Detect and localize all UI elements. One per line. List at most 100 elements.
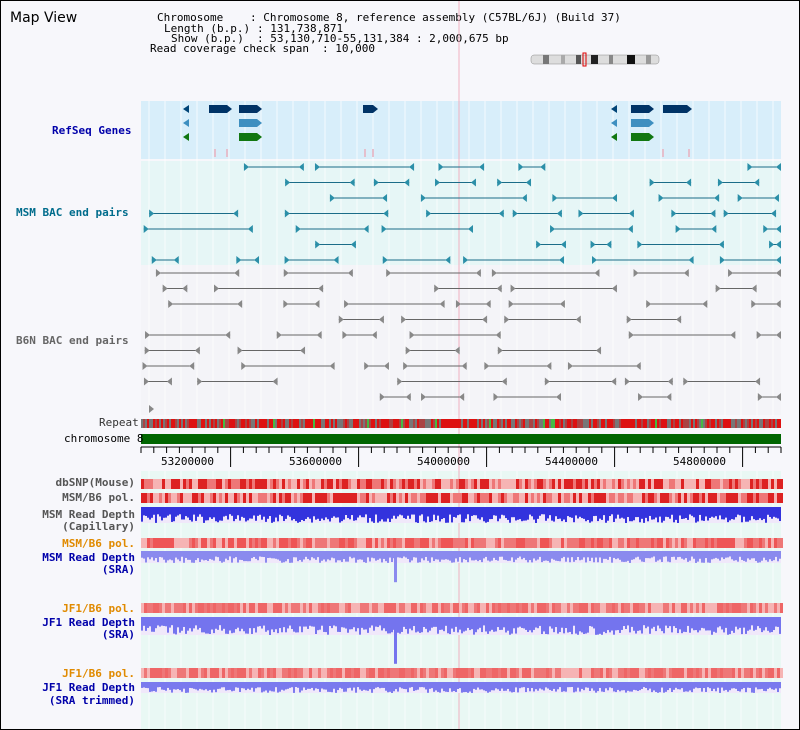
track-label-dbsnp[interactable]: dbSNP(Mouse) (55, 476, 135, 489)
dbsnp-strip (168, 479, 171, 489)
msm-depth-capillary-bar (195, 507, 197, 521)
msm-b6-pol-strip (363, 493, 366, 503)
repeat-segment (465, 419, 467, 428)
msm-depth-capillary-bar (563, 507, 565, 520)
dbsnp-strip (429, 479, 432, 489)
msm-depth-sra-bar (527, 551, 529, 563)
jf1-depth-trimmed-bar (623, 682, 625, 691)
msm-bac-pair-arrow (637, 240, 643, 249)
msm-depth-sra-bar (463, 551, 465, 560)
repeat-segment (181, 419, 183, 428)
jf1-depth-sra-bar (543, 617, 545, 632)
b6n-bac-pair-arrow (497, 346, 503, 355)
jf1-depth-sra-bar (525, 617, 527, 630)
jf1-depth-trimmed-bar (435, 682, 437, 691)
jf1-b6-pol-strip-2 (393, 668, 396, 678)
msm-b6-pol-strip (159, 493, 162, 503)
msm-b6-pol-strip-2 (477, 538, 480, 548)
dbsnp-strip (252, 479, 255, 489)
jf1-b6-pol-strip (258, 603, 261, 613)
track-label-msm-depth-sra[interactable]: MSM Read Depth (42, 551, 135, 564)
jf1-depth-sra-bar (279, 617, 281, 629)
msm-b6-pol-strip-2 (531, 538, 534, 548)
repeat-segment (335, 419, 337, 428)
msm-depth-sra-bar (427, 551, 429, 561)
track-label-msm-b6-pol-2[interactable]: MSM/B6 pol. (62, 537, 135, 550)
repeat-segment (601, 419, 603, 428)
msm-depth-capillary-bar (247, 507, 249, 521)
repeat-segment (387, 419, 389, 428)
msm-depth-capillary-bar (671, 507, 673, 515)
msm-depth-sra-bar (261, 551, 263, 557)
msm-depth-capillary-bar (293, 507, 295, 520)
msm-b6-pol-strip-2 (684, 538, 687, 548)
jf1-b6-pol-strip-2 (249, 668, 252, 678)
jf1-depth-sra-bar (223, 617, 225, 629)
track-label-jf1-b6-pol-2[interactable]: JF1/B6 pol. (62, 667, 135, 680)
msm-depth-sra-bar (221, 551, 223, 563)
b6n-bac-pair-arrow (755, 377, 761, 386)
jf1-depth-sra-bar (355, 617, 357, 632)
jf1-b6-pol-strip (333, 603, 336, 613)
dbsnp-strip (447, 479, 450, 489)
msm-b6-pol-strip (288, 493, 291, 503)
jf1-depth-trimmed-bar (451, 682, 453, 692)
jf1-depth-trimmed-bar (215, 682, 217, 693)
msm-depth-capillary-bar (277, 507, 279, 522)
jf1-b6-pol-strip-2 (573, 668, 576, 678)
msm-depth-capillary-bar (623, 507, 625, 519)
track-label-msm-b6-pol-1[interactable]: MSM/B6 pol. (62, 491, 135, 504)
msm-depth-sra-bar (361, 551, 363, 560)
jf1-depth-sra-bar (397, 617, 399, 633)
track-label-jf1-depth-sra[interactable]: JF1 Read Depth (42, 616, 135, 629)
track-label-msm-depth-capillary[interactable]: MSM Read Depth (42, 508, 135, 521)
msm-depth-capillary-bar (701, 507, 703, 521)
msm-b6-pol-strip (573, 493, 576, 503)
msm-depth-sra-bar (549, 551, 551, 563)
jf1-depth-trimmed-bar (541, 682, 543, 690)
dbsnp-strip (519, 479, 522, 489)
msm-depth-sra-bar (539, 551, 541, 557)
repeat-segment (243, 419, 245, 428)
jf1-b6-pol-strip-2 (642, 668, 645, 678)
jf1-depth-sra-bar (231, 617, 233, 634)
dbsnp-strip (387, 479, 390, 489)
jf1-b6-pol-strip (495, 603, 498, 613)
b6n-bac-pair-arrow (756, 331, 762, 339)
jf1-depth-sra-bar (153, 617, 155, 632)
msm-b6-pol-strip-2 (444, 538, 447, 548)
jf1-depth-sra-bar (427, 617, 429, 633)
msm-b6-pol-strip-2 (426, 538, 429, 548)
repeat-segment (317, 419, 319, 428)
jf1-b6-pol-strip-2 (207, 668, 210, 678)
msm-depth-sra-bar (465, 551, 467, 560)
repeat-segment (277, 419, 279, 428)
dbsnp-strip (615, 479, 618, 489)
dbsnp-strip (726, 479, 729, 489)
msm-depth-capillary-bar (583, 507, 585, 519)
track-label-refseq-genes[interactable]: RefSeq Genes (52, 124, 132, 137)
msm-depth-capillary-bar (775, 507, 777, 518)
jf1-depth-sra-bar (327, 617, 329, 635)
jf1-depth-sra-bar (743, 617, 745, 628)
track-label-jf1-b6-pol-1[interactable]: JF1/B6 pol. (62, 602, 135, 615)
refseq-gene (363, 105, 373, 113)
jf1-depth-sra-bar (559, 617, 561, 633)
jf1-depth-trimmed-bar (219, 682, 221, 689)
jf1-b6-pol-strip (432, 603, 435, 613)
msm-depth-sra-bar (363, 551, 365, 563)
jf1-depth-sra-bar (619, 617, 621, 633)
msm-depth-capillary-bar (655, 507, 657, 518)
msm-b6-pol-strip (225, 493, 228, 503)
msm-depth-sra-bar (227, 551, 229, 561)
track-label-b6n-bac[interactable]: B6N BAC end pairs (16, 334, 129, 347)
track-label-msm-bac[interactable]: MSM BAC end pairs (16, 206, 129, 219)
jf1-b6-pol-strip-2 (759, 668, 762, 678)
jf1-b6-pol-strip-2 (579, 668, 582, 678)
repeat-segment (397, 419, 399, 428)
jf1-depth-trimmed-bar (721, 682, 723, 688)
track-label-jf1-depth-trimmed[interactable]: JF1 Read Depth (42, 681, 135, 694)
msm-depth-sra-bar (273, 551, 275, 559)
msm-b6-pol-strip (162, 493, 165, 503)
msm-b6-pol-strip (276, 493, 279, 503)
